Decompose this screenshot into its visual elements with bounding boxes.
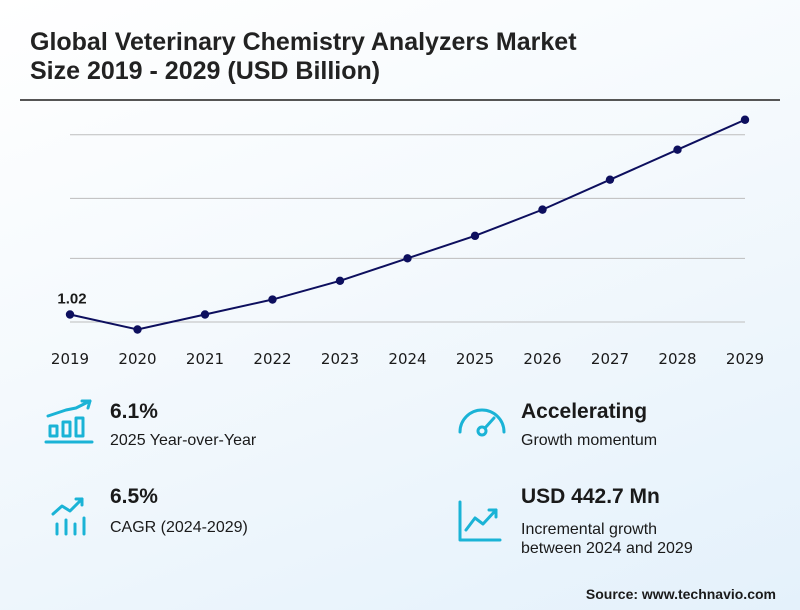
data-point-2021 bbox=[200, 310, 210, 319]
data-point-2029 bbox=[740, 115, 750, 124]
x-tick-label: 2023 bbox=[321, 350, 359, 368]
x-tick-label: 2025 bbox=[456, 350, 494, 368]
stat-incremental-desc-line-2: between 2024 and 2029 bbox=[521, 540, 693, 557]
source-note: Source: www.technavio.com bbox=[585, 586, 776, 602]
data-point-2024 bbox=[403, 254, 412, 263]
data-point-2028 bbox=[673, 145, 682, 154]
chart-title: Global Veterinary Chemistry Analyzers Ma… bbox=[30, 28, 730, 86]
stat-cagr-desc: CAGR (2024-2029) bbox=[110, 519, 248, 536]
data-point-2027 bbox=[605, 175, 615, 184]
data-label: 1.02 bbox=[57, 291, 86, 308]
x-tick-label: 2028 bbox=[658, 350, 696, 368]
title-line-1: Global Veterinary Chemistry Analyzers Ma… bbox=[30, 28, 577, 56]
data-point-2022 bbox=[268, 295, 277, 304]
data-point-2020 bbox=[133, 325, 142, 334]
x-tick-label: 2024 bbox=[388, 350, 426, 368]
data-point-2019 bbox=[65, 310, 75, 319]
data-point-2023 bbox=[335, 276, 345, 285]
data-point-2025 bbox=[470, 231, 480, 241]
stat-yoy-desc: 2025 Year-over-Year bbox=[110, 432, 257, 449]
speedometer-icon bbox=[458, 408, 506, 437]
stat-momentum-desc: Growth momentum bbox=[521, 432, 658, 449]
x-tick-label: 2019 bbox=[51, 350, 89, 368]
trend-bars-icon bbox=[51, 497, 86, 536]
stat-incremental-desc: Incremental growth between 2024 and 2029 bbox=[521, 520, 693, 558]
bar-growth-icon bbox=[44, 399, 94, 444]
data-point-2026 bbox=[538, 205, 547, 214]
stat-cagr-value: 6.5% bbox=[110, 485, 158, 508]
stat-incremental-desc-line-1: Incremental growth bbox=[521, 521, 658, 538]
x-tick-label: 2021 bbox=[186, 350, 224, 368]
stat-momentum-value: Accelerating bbox=[521, 400, 648, 423]
stat-incremental-value: USD 442.7 Mn bbox=[521, 485, 660, 508]
series-line-0 bbox=[69, 118, 746, 331]
x-tick-label: 2020 bbox=[118, 350, 156, 368]
x-tick-label: 2029 bbox=[726, 350, 764, 368]
x-tick-label: 2026 bbox=[523, 350, 561, 368]
stat-yoy-value: 6.1% bbox=[110, 400, 158, 423]
x-tick-label: 2022 bbox=[253, 350, 291, 368]
x-tick-label: 2027 bbox=[591, 350, 629, 368]
growth-chart-icon bbox=[458, 500, 502, 542]
title-divider bbox=[20, 99, 780, 101]
line-chart: 2019 2020 2021 2022 2023 2024 2025 2026 2027 2028… bbox=[51, 115, 764, 368]
title-line-2: Size 2019 - 2029 (USD Billion) bbox=[30, 57, 381, 85]
